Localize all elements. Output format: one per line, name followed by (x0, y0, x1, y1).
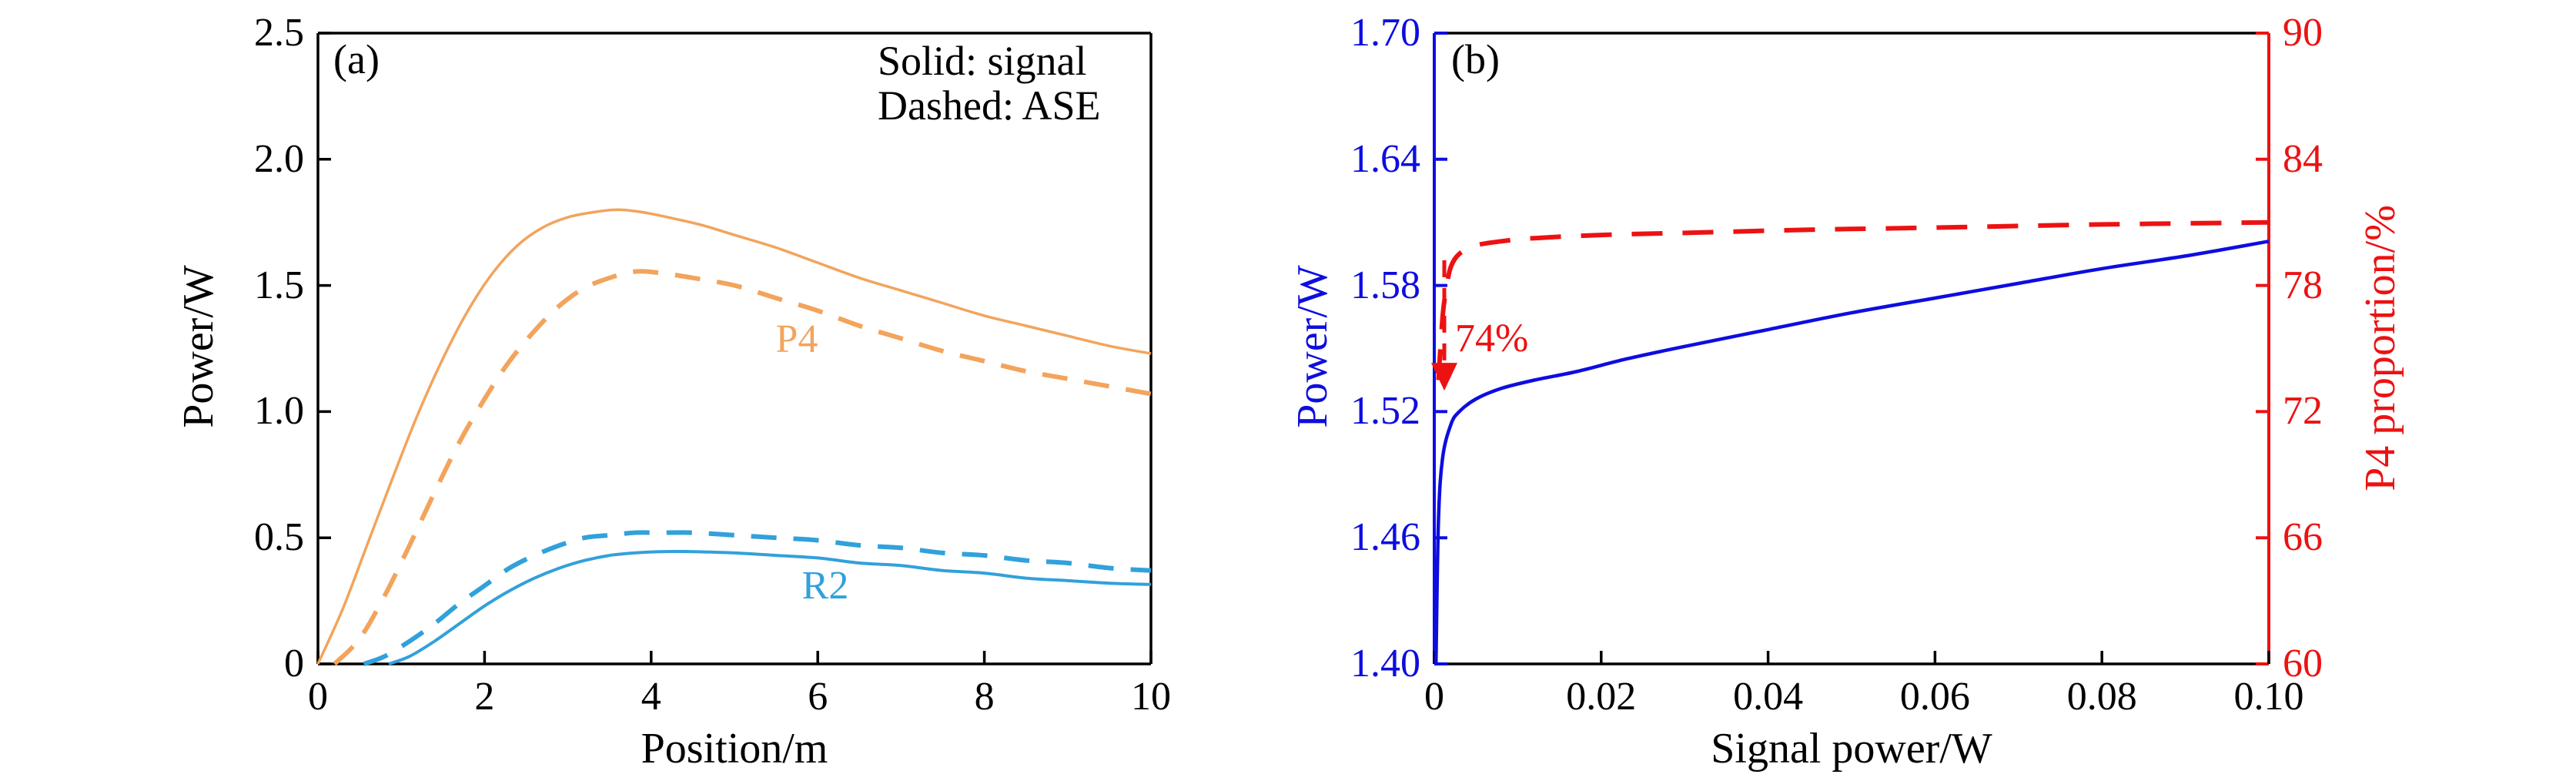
panel-b-left-y-tick-label: 1.52 (1350, 389, 1420, 434)
panel-a-x-tick-label: 2 (474, 675, 495, 719)
curve-p4-proportion (1436, 220, 2270, 380)
panel-b-right-y-axis-label: P4 proportion/% (2357, 205, 2404, 491)
panel-a-x-tick-label: 4 (641, 675, 661, 719)
panel-b-x-tick-label: 0 (1424, 675, 1444, 719)
panel-b-x-tick-label: 0.04 (1733, 675, 1804, 719)
panel-a-y-tick-label: 0 (284, 642, 304, 685)
annotation-74-percent: 74% (1455, 317, 1529, 360)
curve-label-p4: P4 (775, 317, 818, 361)
panel-b-right-y-tick-label: 84 (2283, 136, 2323, 181)
panel-b-left-y-tick-label: 1.40 (1350, 642, 1420, 685)
panel-b-x-tick-label: 0.10 (2233, 675, 2304, 719)
curve-signal-output-power (1434, 240, 2270, 665)
panel-b-left-y-tick-label: 1.58 (1350, 263, 1420, 307)
panel-b-right-y-tick-label: 78 (2283, 263, 2323, 307)
panel-b-x-tick-label: 0.06 (1899, 675, 1970, 719)
panel-b-left-y-tick-label: 1.46 (1350, 515, 1420, 560)
panel-b-x-tick-label: 0.08 (2066, 675, 2137, 719)
panel-a-y-tick-label: 0.5 (254, 515, 304, 560)
panel-a-x-axis-label: Position/m (641, 725, 828, 773)
panel-b-x-tick-label: 0.02 (1566, 675, 1637, 719)
panel-a-x-tick-label: 8 (974, 675, 995, 719)
panel-a-y-tick-label: 1.5 (254, 263, 304, 307)
panel-a-legend-solid: Solid: signal (878, 38, 1087, 84)
panel-b-right-y-tick-label: 72 (2283, 389, 2323, 434)
panel-a-legend-dashed: Dashed: ASE (878, 82, 1101, 129)
panel-a-y-axis-label: Power/W (175, 265, 222, 428)
panel-b-left-y-tick-label: 1.64 (1350, 136, 1420, 181)
curve-p4-ase (333, 269, 1152, 666)
panel-b-left-y-tick-label: 1.70 (1350, 11, 1420, 55)
panel-b-right-y-tick-label: 66 (2283, 515, 2323, 560)
panel-b-label: (b) (1451, 36, 1500, 82)
panel-a-x-tick-label: 6 (808, 675, 828, 719)
curve-p4-signal (316, 208, 1152, 665)
panel-b-right-y-tick-label: 90 (2283, 11, 2323, 55)
panel-a-y-tick-label: 2.0 (254, 136, 304, 181)
panel-b-left-y-axis-label: Power/W (1289, 265, 1337, 428)
curve-r2-signal (388, 549, 1152, 665)
panel-b-right-y-tick-label: 60 (2283, 642, 2323, 685)
panel-a-x-tick-label: 10 (1131, 675, 1171, 719)
panel-b-x-axis-label: Signal power/W (1711, 725, 1992, 773)
panel-a-y-tick-label: 2.5 (254, 11, 304, 55)
panel-a-x-tick-label: 0 (308, 675, 328, 719)
panel-a-y-tick-label: 1.0 (254, 389, 304, 434)
curve-r2-ase (363, 530, 1152, 666)
curve-label-r2: R2 (801, 564, 849, 608)
panel-a-label: (a) (333, 36, 380, 82)
